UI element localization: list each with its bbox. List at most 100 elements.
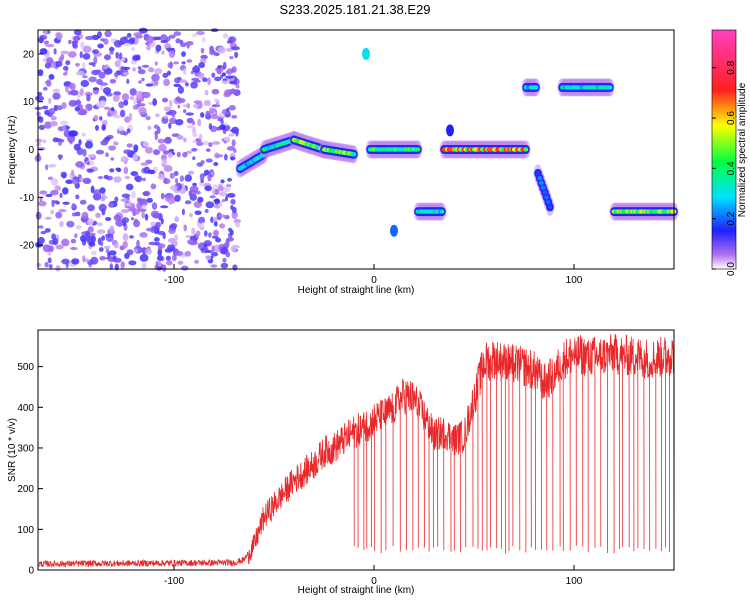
noise-blob xyxy=(173,171,179,176)
noise-blob xyxy=(226,40,233,44)
noise-blob xyxy=(50,115,57,121)
noise-blob xyxy=(214,188,220,195)
noise-blob xyxy=(110,107,115,112)
noise-blob xyxy=(121,217,130,224)
noise-blob xyxy=(119,109,126,118)
noise-blob xyxy=(108,202,115,208)
noise-blob xyxy=(205,250,213,253)
noise-blob xyxy=(79,51,83,59)
noise-blob xyxy=(96,229,106,234)
noise-blob xyxy=(126,32,132,38)
noise-blob xyxy=(137,66,142,70)
noise-blob xyxy=(170,223,178,229)
figure-title: S233.2025.181.21.38.E29 xyxy=(279,2,430,17)
y-tick-label: -20 xyxy=(20,241,35,252)
noise-blob xyxy=(138,107,147,115)
noise-blob xyxy=(142,191,150,196)
y-tick-label: 0 xyxy=(28,566,34,577)
noise-blob xyxy=(65,60,71,66)
noise-blob xyxy=(132,55,140,61)
noise-blob xyxy=(181,208,185,216)
noise-blob xyxy=(189,193,197,201)
noise-blob xyxy=(36,262,42,268)
noise-blob xyxy=(68,83,74,89)
noise-blob xyxy=(212,141,221,145)
noise-blob xyxy=(129,88,137,96)
noise-blob xyxy=(82,255,86,263)
segment-peak xyxy=(539,180,544,186)
noise-blob xyxy=(114,60,121,68)
noise-blob xyxy=(219,124,226,130)
noise-blob xyxy=(160,218,164,225)
noise-blob xyxy=(174,216,180,223)
noise-blob xyxy=(109,168,115,173)
noise-blob xyxy=(210,216,214,224)
noise-blob xyxy=(156,126,161,134)
noise-blob xyxy=(55,105,63,111)
noise-blob xyxy=(226,184,232,188)
noise-blob xyxy=(100,100,107,107)
noise-blob xyxy=(121,209,127,213)
noise-blob xyxy=(213,162,219,166)
noise-blob xyxy=(169,172,175,179)
snr-xlabel: Height of straight line (km) xyxy=(298,585,415,596)
noise-blob xyxy=(99,82,108,86)
noise-blob xyxy=(40,230,47,235)
noise-blob xyxy=(129,96,135,101)
noise-blob xyxy=(68,130,77,137)
noise-blob xyxy=(123,149,132,154)
snr-axes: -100 0 100 0 100 200 300 400 500 xyxy=(17,362,582,587)
noise-blob xyxy=(217,46,226,54)
noise-blob xyxy=(87,226,94,233)
noise-blob xyxy=(195,230,201,237)
noise-blob xyxy=(35,138,43,143)
noise-blob xyxy=(165,111,173,116)
colorbar-tick-label: 0.8 xyxy=(726,60,737,74)
noise-blob xyxy=(210,264,218,268)
noise-blob xyxy=(157,249,162,257)
noise-blob xyxy=(88,241,96,247)
segment-peak xyxy=(545,199,551,205)
noise-blob xyxy=(82,61,86,70)
noise-blob xyxy=(150,221,156,227)
noise-blob xyxy=(178,98,186,103)
noise-blob xyxy=(44,164,49,171)
noise-blob xyxy=(144,146,153,154)
noise-blob xyxy=(38,225,44,229)
segment-peak xyxy=(540,185,546,190)
noise-blob xyxy=(203,140,209,146)
noise-blob xyxy=(144,213,149,221)
noise-blob xyxy=(168,228,176,235)
noise-blob xyxy=(125,183,134,191)
segment-peak xyxy=(547,204,553,210)
noise-blob xyxy=(168,50,176,59)
noise-blob xyxy=(194,210,202,216)
noise-blob xyxy=(113,40,122,48)
noise-blob xyxy=(153,81,159,86)
noise-blob xyxy=(54,185,61,192)
noise-blob xyxy=(196,141,204,146)
noise-blob xyxy=(131,217,134,221)
noise-blob xyxy=(192,33,198,38)
noise-blob xyxy=(86,161,91,165)
noise-blob xyxy=(224,136,230,142)
noise-blob xyxy=(208,142,213,148)
noise-blob xyxy=(73,143,81,151)
noise-blob xyxy=(38,116,44,123)
noise-blob xyxy=(95,149,105,155)
noise-blob xyxy=(176,151,181,158)
noise-blob xyxy=(129,37,136,42)
noise-blob xyxy=(66,220,75,228)
noise-blob xyxy=(133,144,139,153)
noise-blob xyxy=(168,122,172,129)
noise-blob xyxy=(115,51,120,59)
noise-blob xyxy=(231,139,236,147)
noise-blob xyxy=(75,62,80,67)
noise-blob xyxy=(137,69,146,75)
noise-blob xyxy=(113,176,122,183)
noise-blob xyxy=(137,208,147,212)
noise-blob xyxy=(221,80,229,85)
noise-blob xyxy=(131,47,135,51)
noise-blob xyxy=(220,179,225,184)
noise-blob xyxy=(72,176,80,180)
